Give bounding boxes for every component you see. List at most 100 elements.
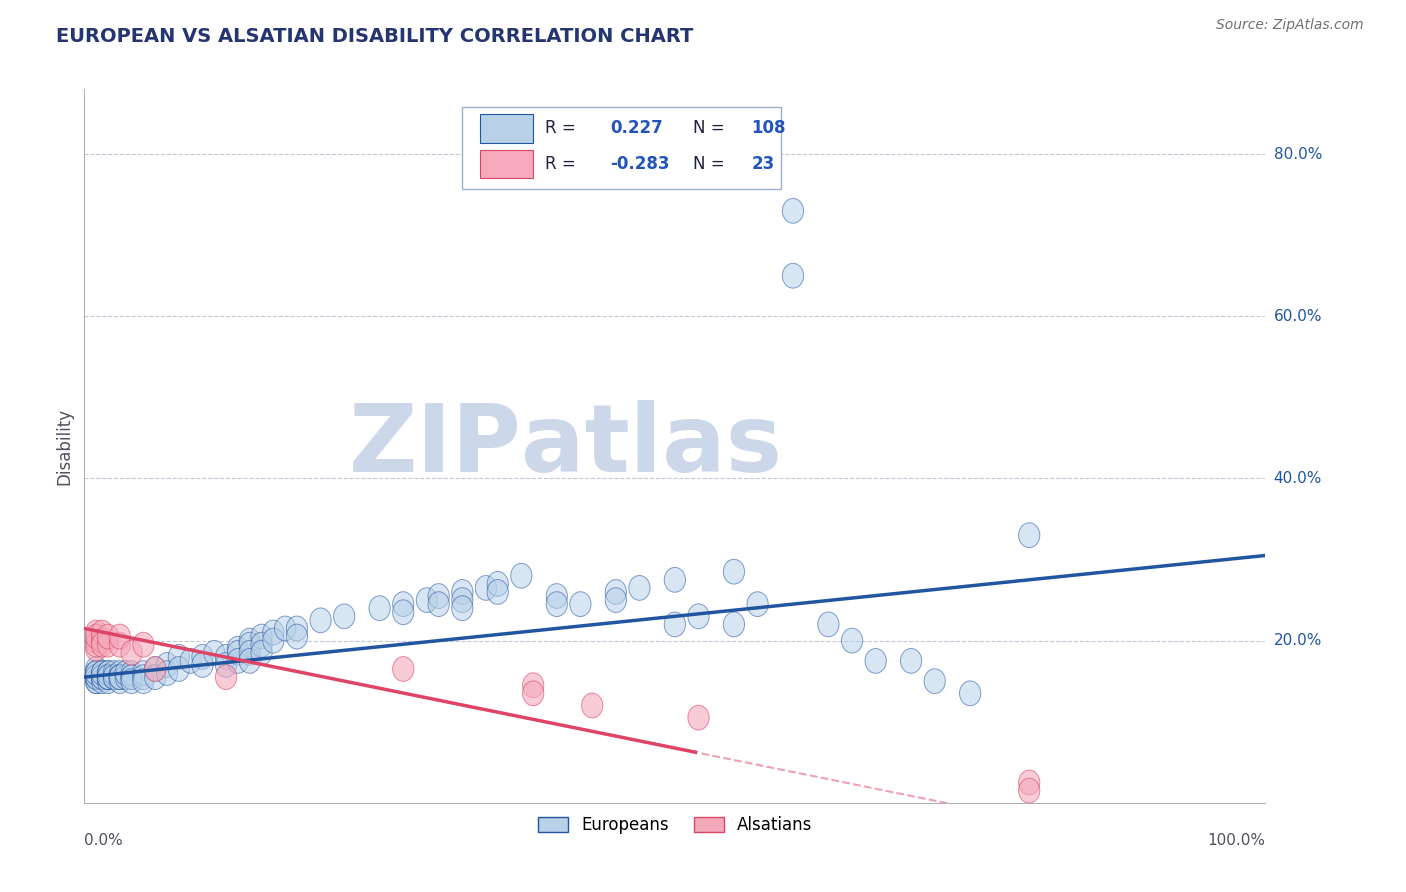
Text: N =: N = xyxy=(693,120,724,137)
Ellipse shape xyxy=(486,572,509,596)
Ellipse shape xyxy=(368,596,391,621)
Ellipse shape xyxy=(121,669,142,694)
Ellipse shape xyxy=(263,620,284,645)
Ellipse shape xyxy=(86,661,107,685)
Ellipse shape xyxy=(239,648,260,673)
Ellipse shape xyxy=(215,644,236,669)
Ellipse shape xyxy=(818,612,839,637)
Ellipse shape xyxy=(115,665,136,690)
Ellipse shape xyxy=(427,583,450,608)
Ellipse shape xyxy=(97,661,118,685)
Ellipse shape xyxy=(250,640,273,665)
Ellipse shape xyxy=(86,669,107,694)
Ellipse shape xyxy=(86,665,107,690)
Text: R =: R = xyxy=(546,155,581,173)
Ellipse shape xyxy=(392,599,413,624)
Ellipse shape xyxy=(132,669,155,694)
Ellipse shape xyxy=(86,620,107,645)
Ellipse shape xyxy=(523,673,544,698)
Ellipse shape xyxy=(204,640,225,665)
Ellipse shape xyxy=(747,591,768,616)
Ellipse shape xyxy=(121,665,142,690)
Ellipse shape xyxy=(451,596,472,621)
Ellipse shape xyxy=(156,661,177,685)
Bar xyxy=(479,114,533,143)
Ellipse shape xyxy=(121,640,142,665)
Ellipse shape xyxy=(110,665,131,690)
Ellipse shape xyxy=(86,665,107,690)
Ellipse shape xyxy=(782,198,804,223)
Ellipse shape xyxy=(145,665,166,690)
FancyBboxPatch shape xyxy=(463,107,782,189)
Ellipse shape xyxy=(86,665,107,690)
Ellipse shape xyxy=(169,657,190,681)
Text: 0.227: 0.227 xyxy=(610,120,662,137)
Ellipse shape xyxy=(841,628,863,653)
Ellipse shape xyxy=(86,636,107,661)
Ellipse shape xyxy=(103,665,125,690)
Ellipse shape xyxy=(250,632,273,657)
Ellipse shape xyxy=(103,665,125,690)
Ellipse shape xyxy=(97,624,118,649)
Ellipse shape xyxy=(86,665,107,690)
Ellipse shape xyxy=(97,669,118,694)
Ellipse shape xyxy=(582,693,603,718)
Legend: Europeans, Alsatians: Europeans, Alsatians xyxy=(531,810,818,841)
Text: 100.0%: 100.0% xyxy=(1208,833,1265,848)
Ellipse shape xyxy=(91,665,112,690)
Ellipse shape xyxy=(132,665,155,690)
Text: atlas: atlas xyxy=(522,400,782,492)
Ellipse shape xyxy=(97,665,118,690)
Ellipse shape xyxy=(169,644,190,669)
Ellipse shape xyxy=(546,591,568,616)
Ellipse shape xyxy=(228,636,249,661)
Ellipse shape xyxy=(239,632,260,657)
Ellipse shape xyxy=(664,612,686,637)
Text: 40.0%: 40.0% xyxy=(1274,471,1322,486)
Ellipse shape xyxy=(628,575,650,600)
Ellipse shape xyxy=(723,559,745,584)
Ellipse shape xyxy=(215,665,236,690)
Ellipse shape xyxy=(132,661,155,685)
Text: 80.0%: 80.0% xyxy=(1274,146,1322,161)
Ellipse shape xyxy=(287,624,308,649)
Ellipse shape xyxy=(215,653,236,677)
Ellipse shape xyxy=(723,612,745,637)
Ellipse shape xyxy=(91,661,112,685)
Ellipse shape xyxy=(91,620,112,645)
Ellipse shape xyxy=(86,657,107,681)
Ellipse shape xyxy=(392,591,413,616)
Ellipse shape xyxy=(900,648,922,673)
Ellipse shape xyxy=(546,583,568,608)
Ellipse shape xyxy=(688,604,709,629)
Ellipse shape xyxy=(110,665,131,690)
Ellipse shape xyxy=(309,608,332,632)
Ellipse shape xyxy=(451,580,472,605)
Ellipse shape xyxy=(664,567,686,592)
Ellipse shape xyxy=(91,665,112,690)
Ellipse shape xyxy=(110,624,131,649)
Ellipse shape xyxy=(97,632,118,657)
Text: 23: 23 xyxy=(752,155,775,173)
Ellipse shape xyxy=(91,669,112,694)
Text: ZIP: ZIP xyxy=(349,400,522,492)
Ellipse shape xyxy=(959,681,981,706)
Ellipse shape xyxy=(427,591,450,616)
Text: 108: 108 xyxy=(752,120,786,137)
Ellipse shape xyxy=(416,588,437,613)
Ellipse shape xyxy=(121,661,142,685)
Ellipse shape xyxy=(91,661,112,685)
Text: EUROPEAN VS ALSATIAN DISABILITY CORRELATION CHART: EUROPEAN VS ALSATIAN DISABILITY CORRELAT… xyxy=(56,27,693,45)
Ellipse shape xyxy=(121,665,142,690)
Ellipse shape xyxy=(180,648,201,673)
Text: Source: ZipAtlas.com: Source: ZipAtlas.com xyxy=(1216,18,1364,32)
Ellipse shape xyxy=(115,661,136,685)
Ellipse shape xyxy=(274,616,295,640)
Ellipse shape xyxy=(239,640,260,665)
Ellipse shape xyxy=(91,632,112,657)
Ellipse shape xyxy=(250,624,273,649)
Ellipse shape xyxy=(145,657,166,681)
Ellipse shape xyxy=(263,628,284,653)
Ellipse shape xyxy=(86,628,107,653)
Ellipse shape xyxy=(782,263,804,288)
